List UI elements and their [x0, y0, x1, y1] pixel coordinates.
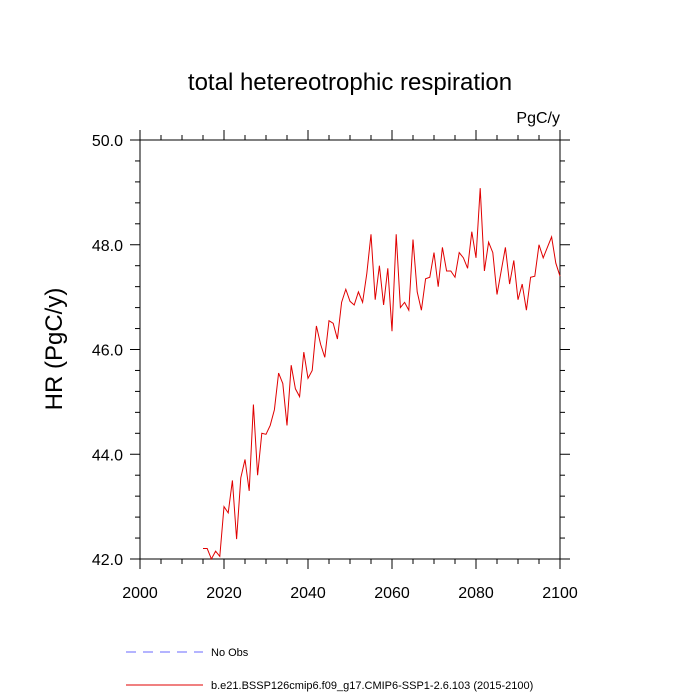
x-tick-label: 2040 — [290, 585, 326, 602]
legend: No Obs b.e21.BSSP126cmip6.f09_g17.CMIP6-S… — [126, 647, 533, 692]
x-tick-label: 2100 — [542, 585, 578, 602]
x-tick-label: 2060 — [374, 585, 410, 602]
series-line-1 — [203, 188, 561, 561]
plot-frame — [139, 139, 561, 560]
y-tick-label: 44.0 — [92, 447, 123, 464]
legend-label-1: b.e21.BSSP126cmip6.f09_g17.CMIP6-SSP1-2.… — [211, 680, 533, 692]
x-tick-label: 2000 — [122, 585, 158, 602]
legend-label-0: No Obs — [211, 647, 249, 659]
y-tick-label: 46.0 — [92, 343, 123, 360]
x-axis-ticks: 2000 2020 2040 2060 2080 2100 — [122, 130, 578, 602]
x-tick-label: 2080 — [458, 585, 494, 602]
y-tick-label: 42.0 — [92, 552, 123, 569]
series-layer — [203, 188, 561, 561]
y-tick-label: 48.0 — [92, 238, 123, 255]
y-axis-ticks: 42.0 44.0 46.0 48.0 50.0 — [92, 133, 570, 569]
chart-title: total hetereotrophic respiration — [188, 69, 512, 96]
chart-units: PgC/y — [516, 110, 560, 127]
y-axis-label: HR (PgC/y) — [41, 288, 68, 411]
y-tick-label: 50.0 — [92, 133, 123, 150]
x-tick-label: 2020 — [206, 585, 242, 602]
